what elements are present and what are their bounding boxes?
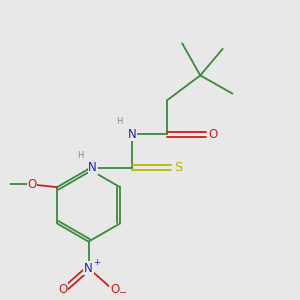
Text: +: +: [93, 257, 100, 266]
Text: N: N: [128, 128, 136, 141]
Text: N: N: [88, 161, 97, 174]
Text: S: S: [174, 161, 182, 174]
Text: O: O: [58, 283, 67, 296]
Text: O: O: [208, 128, 218, 141]
Text: H: H: [116, 117, 122, 126]
Text: −: −: [119, 288, 128, 298]
Text: O: O: [110, 283, 119, 296]
Text: N: N: [84, 262, 93, 275]
Text: H: H: [77, 151, 83, 160]
Text: O: O: [27, 178, 37, 191]
